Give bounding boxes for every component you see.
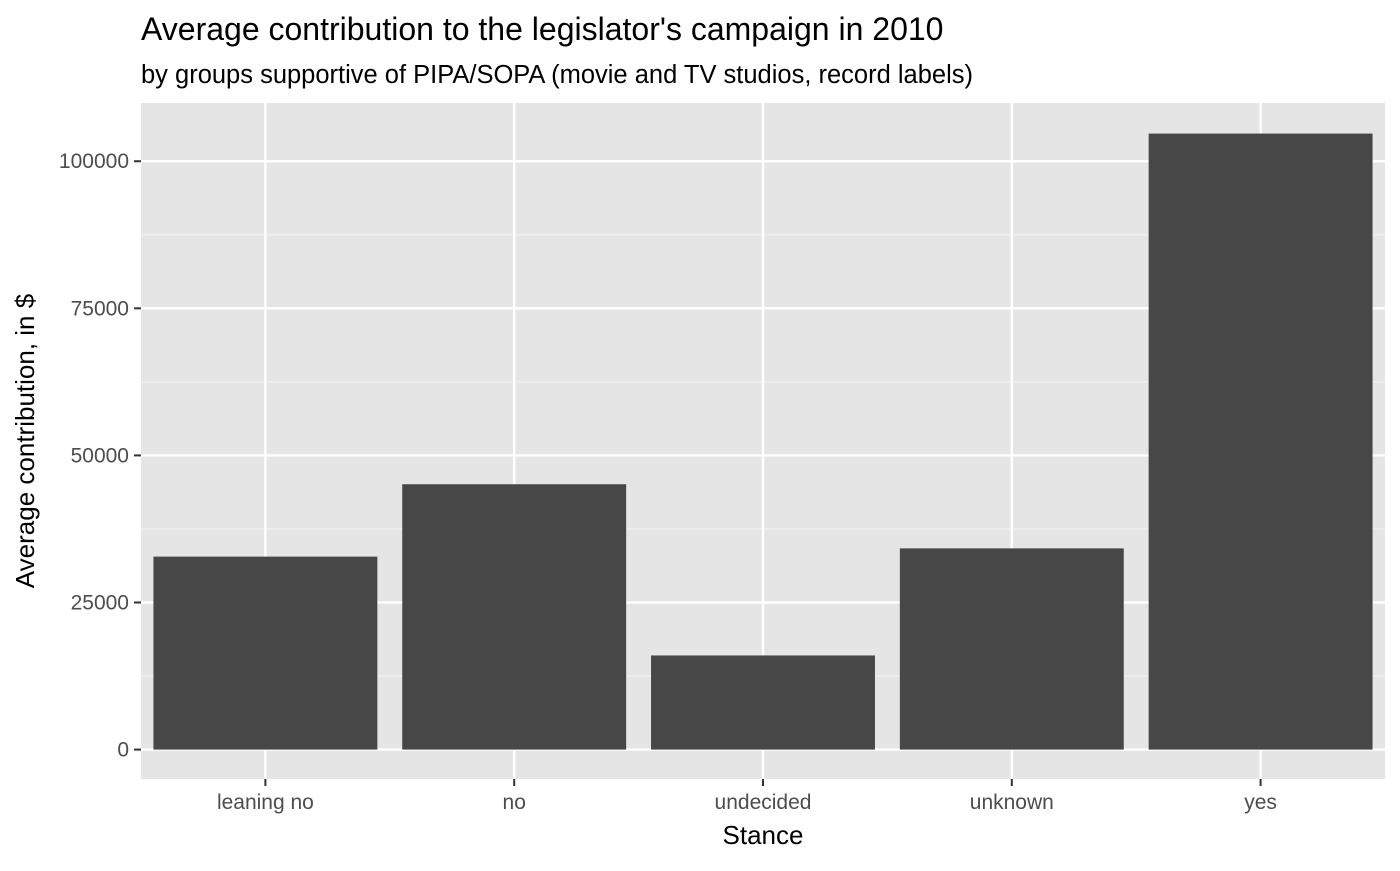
chart-title: Average contribution to the legislator's…: [141, 11, 943, 47]
x-tick-label: unknown: [970, 791, 1054, 814]
x-tick-label: undecided: [715, 791, 812, 814]
y-tick-label: 75000: [71, 297, 129, 320]
y-tick-label: 100000: [59, 150, 129, 173]
bar: [651, 655, 875, 750]
y-axis-ticks: 0 25000 50000 75000 100000: [59, 150, 141, 762]
x-tick-label: leaning no: [217, 791, 314, 814]
bar: [402, 484, 627, 750]
bars: [153, 133, 1373, 750]
x-tick-label: no: [503, 791, 526, 814]
chart-subtitle: by groups supportive of PIPA/SOPA (movie…: [141, 61, 973, 89]
x-axis-ticks: leaning no no undecided unknown yes: [217, 779, 1277, 814]
y-tick-label: 0: [117, 739, 129, 762]
y-axis-title: Average contribution, in $: [10, 293, 40, 588]
bar: [153, 556, 378, 750]
bar: [899, 548, 1124, 750]
x-axis-title: Stance: [723, 820, 804, 850]
bar: [1148, 133, 1373, 750]
y-tick-label: 25000: [71, 591, 129, 614]
x-tick-label: yes: [1244, 791, 1277, 814]
y-tick-label: 50000: [71, 444, 129, 467]
